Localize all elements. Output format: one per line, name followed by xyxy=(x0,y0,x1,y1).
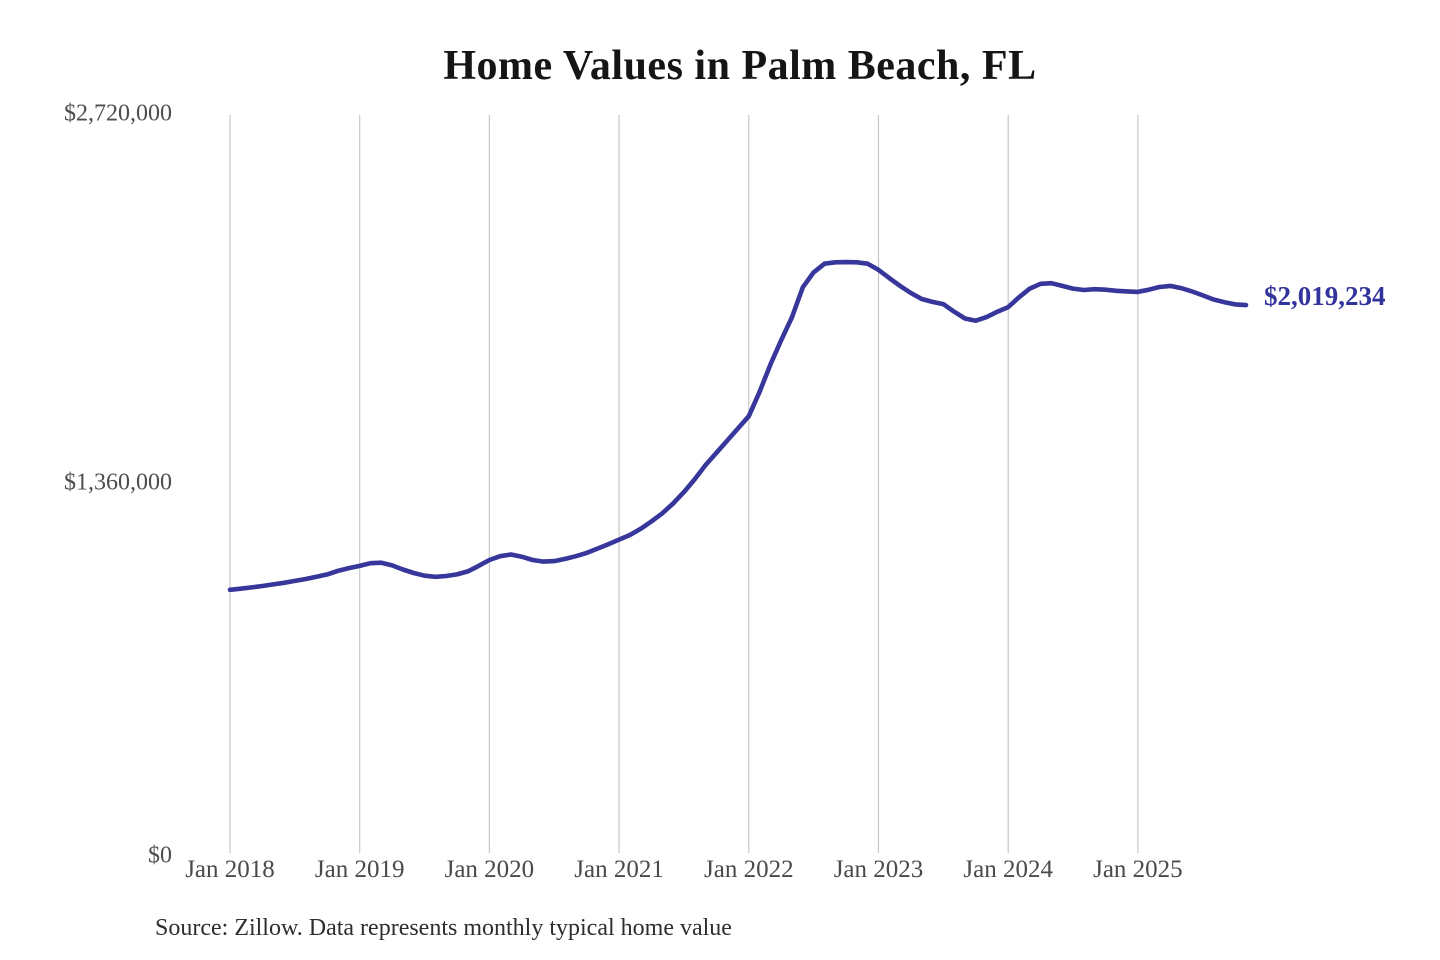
x-axis-label: Jan 2023 xyxy=(834,856,924,883)
x-axis-label: Jan 2021 xyxy=(574,856,664,883)
x-axis-label: Jan 2025 xyxy=(1093,856,1183,883)
chart-title: Home Values in Palm Beach, FL xyxy=(443,43,1037,89)
x-axis-label: Jan 2020 xyxy=(445,856,535,883)
y-axis-label: $2,720,000 xyxy=(64,101,172,127)
y-axis-label: $1,360,000 xyxy=(64,470,172,496)
x-axis-label: Jan 2022 xyxy=(704,856,794,883)
latest-value-label: $2,019,234 xyxy=(1264,281,1386,311)
y-axis-label: $0 xyxy=(148,843,172,869)
home-value-line-series xyxy=(227,259,1249,593)
x-axis-label: Jan 2024 xyxy=(963,856,1053,883)
x-axis-label: Jan 2018 xyxy=(185,856,275,883)
x-axis-label: Jan 2019 xyxy=(315,856,405,883)
source-note: Source: Zillow. Data represents monthly … xyxy=(155,915,732,941)
